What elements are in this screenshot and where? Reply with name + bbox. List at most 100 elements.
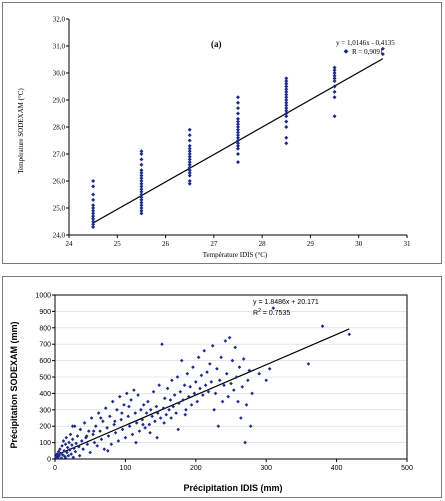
data-point <box>70 424 75 428</box>
data-point <box>112 422 116 427</box>
data-point <box>139 203 144 208</box>
data-point <box>65 450 69 455</box>
data-point <box>69 452 73 456</box>
data-point <box>102 447 107 451</box>
data-point <box>99 437 104 442</box>
data-point <box>139 184 144 189</box>
data-point <box>92 440 97 445</box>
y-tick-label: 26,0 <box>53 178 66 186</box>
data-point <box>284 119 289 124</box>
data-point <box>284 84 289 89</box>
legend-a: R = 0,9091 <box>343 48 384 56</box>
data-point <box>246 378 250 383</box>
data-point <box>306 362 311 366</box>
data-point <box>139 176 144 181</box>
data-point <box>139 192 144 197</box>
data-point <box>116 439 121 443</box>
data-point <box>120 427 125 432</box>
data-point <box>91 184 96 189</box>
data-point <box>139 181 144 186</box>
x-tick-label: 0 <box>53 465 57 472</box>
data-point <box>236 152 240 156</box>
data-point <box>247 368 252 373</box>
data-point <box>174 411 178 415</box>
data-point <box>141 422 145 427</box>
data-point <box>226 394 230 399</box>
data-point <box>139 408 143 412</box>
data-point <box>113 430 118 435</box>
data-point <box>91 211 96 216</box>
data-point <box>127 424 132 428</box>
data-point <box>236 119 240 124</box>
data-point <box>125 391 129 396</box>
x-tick-label: 25 <box>114 240 122 248</box>
data-point <box>284 111 289 116</box>
data-point <box>236 133 240 138</box>
data-point <box>187 146 192 151</box>
data-point <box>84 434 89 438</box>
y-axis-label-b: Précipitation SODEXAM (mm) <box>9 321 19 448</box>
data-point <box>54 454 59 459</box>
data-point <box>120 411 124 415</box>
data-point <box>73 449 78 454</box>
data-point <box>199 373 204 378</box>
precipitation-chart-panel: 0 100 200 300 400 500 0 100 200 300 400 500 600 700 80… <box>2 276 442 498</box>
data-point <box>284 106 289 111</box>
data-point <box>91 224 96 229</box>
data-point <box>103 406 108 410</box>
data-point <box>175 375 180 379</box>
data-point <box>216 424 221 428</box>
data-point <box>170 378 174 383</box>
data-point <box>209 380 214 384</box>
data-point <box>71 455 76 460</box>
y-tick-label: 31,0 <box>53 43 66 51</box>
data-point <box>91 432 95 437</box>
data-point <box>70 443 74 447</box>
y-tick-label: 24,0 <box>53 232 66 240</box>
data-point <box>241 357 246 361</box>
data-point <box>56 455 60 460</box>
data-point <box>139 187 144 192</box>
data-point <box>236 116 240 121</box>
data-point <box>86 429 91 433</box>
data-point <box>109 442 114 447</box>
data-point <box>171 404 176 409</box>
data-point <box>220 399 225 404</box>
data-point <box>187 160 192 165</box>
x-tick-label: 31 <box>404 240 412 248</box>
data-point <box>187 179 192 183</box>
data-point <box>67 448 72 452</box>
data-point <box>217 378 222 383</box>
data-point <box>184 408 188 412</box>
data-point <box>139 168 144 173</box>
x-tick-label: 30 <box>355 240 363 248</box>
x-tick-label: 400 <box>331 465 343 472</box>
y-tick-label: 800 <box>39 325 51 332</box>
data-point <box>113 419 117 424</box>
y-tick-label: 400 <box>39 391 51 398</box>
data-point <box>284 95 289 100</box>
data-point <box>134 440 138 445</box>
data-point <box>195 399 200 404</box>
data-point <box>201 393 205 397</box>
data-point <box>55 452 59 456</box>
data-point <box>236 160 240 165</box>
data-point <box>67 440 71 445</box>
data-point <box>219 355 223 360</box>
data-point <box>140 417 145 422</box>
data-point <box>187 143 192 148</box>
data-point <box>236 95 240 100</box>
data-point <box>56 449 61 454</box>
data-point <box>57 453 62 458</box>
data-point <box>66 453 71 458</box>
data-point <box>332 114 337 119</box>
y-tick-label: 100 <box>39 440 51 447</box>
data-point <box>58 451 63 456</box>
data-point <box>77 453 82 458</box>
data-point <box>139 211 144 216</box>
data-point <box>380 46 385 51</box>
data-point <box>168 398 173 402</box>
data-point <box>60 453 65 457</box>
data-point <box>236 125 240 129</box>
data-point <box>160 342 164 346</box>
